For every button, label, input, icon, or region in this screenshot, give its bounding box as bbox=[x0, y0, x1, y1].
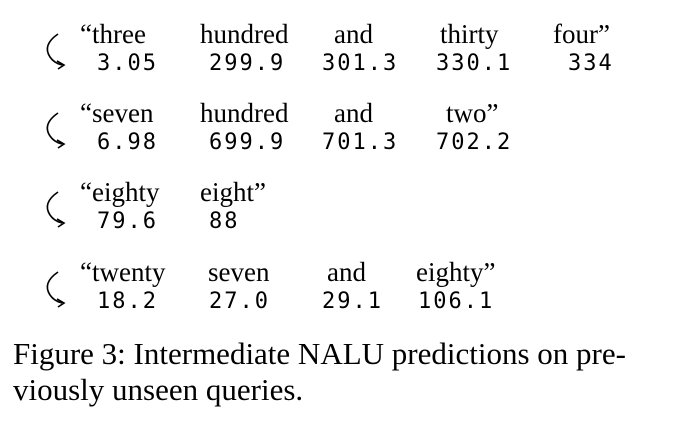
query-word: two” bbox=[446, 98, 499, 128]
query-word: hundred bbox=[200, 19, 289, 49]
recurrent-arrow-icon bbox=[46, 33, 66, 70]
query-row-2: “seven hundred and two” 6.98 699.9 701.3… bbox=[0, 98, 693, 158]
query-word: and bbox=[327, 257, 366, 287]
recurrent-arrow-icon bbox=[46, 112, 66, 149]
query-word: eighty” bbox=[416, 257, 496, 287]
prediction-value: 301.3 bbox=[322, 51, 399, 76]
prediction-value: 701.3 bbox=[322, 130, 399, 155]
prediction-value: 29.1 bbox=[322, 289, 383, 314]
prediction-value: 6.98 bbox=[97, 130, 158, 155]
prediction-value: 106.1 bbox=[418, 289, 495, 314]
query-word: “seven bbox=[80, 98, 154, 128]
prediction-value: 18.2 bbox=[97, 289, 158, 314]
recurrent-arrow-icon bbox=[46, 271, 66, 308]
prediction-value: 330.1 bbox=[436, 51, 513, 76]
query-word: “twenty bbox=[80, 257, 166, 287]
query-word: hundred bbox=[200, 98, 289, 128]
prediction-value: 3.05 bbox=[97, 51, 158, 76]
query-word: eight” bbox=[200, 177, 266, 207]
query-word: “eighty bbox=[80, 177, 160, 207]
prediction-value: 88 bbox=[209, 209, 240, 234]
query-row-3: “eighty eight” 79.6 88 bbox=[0, 177, 693, 237]
figure-caption: Figure 3: Intermediate NALU predictions … bbox=[13, 336, 626, 407]
query-row-1: “three hundred and thirty four” 3.05 299… bbox=[0, 19, 693, 79]
query-word: and bbox=[334, 19, 373, 49]
prediction-value: 27.0 bbox=[209, 289, 270, 314]
query-row-4: “twenty seven and eighty” 18.2 27.0 29.1… bbox=[0, 257, 693, 317]
query-word: seven bbox=[208, 257, 270, 287]
query-word: thirty bbox=[440, 19, 499, 49]
recurrent-arrow-icon bbox=[46, 191, 66, 228]
prediction-value: 299.9 bbox=[209, 51, 286, 76]
prediction-value: 334 bbox=[568, 51, 614, 76]
prediction-value: 699.9 bbox=[209, 130, 286, 155]
prediction-value: 79.6 bbox=[97, 209, 158, 234]
prediction-value: 702.2 bbox=[436, 130, 513, 155]
query-word: “three bbox=[80, 19, 146, 49]
query-word: four” bbox=[553, 19, 610, 49]
query-word: and bbox=[334, 98, 373, 128]
